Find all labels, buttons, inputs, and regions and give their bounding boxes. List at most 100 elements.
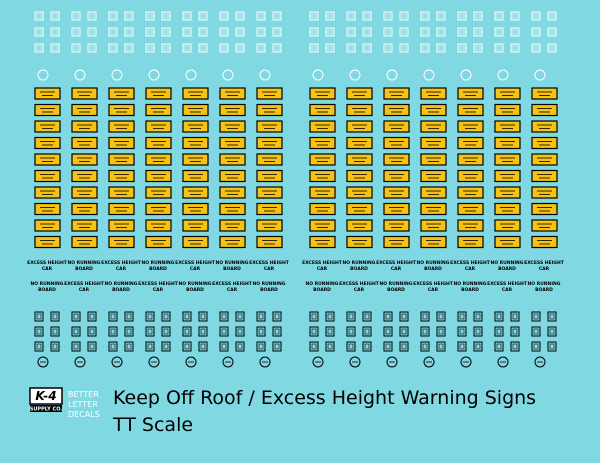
- yellow-sign-decal: [309, 120, 336, 133]
- white-square-inner: [549, 45, 555, 51]
- white-square-inner: [311, 13, 317, 19]
- black-square-inner: [184, 313, 190, 320]
- black-square-inner: [549, 343, 555, 350]
- white-square-decal: [436, 43, 446, 53]
- white-square-inner: [512, 29, 518, 35]
- white-square-inner: [348, 45, 354, 51]
- white-square-decal: [362, 43, 372, 53]
- black-square-inner: [364, 343, 370, 350]
- white-square-decal: [547, 27, 557, 37]
- white-square-inner: [36, 29, 42, 35]
- black-square-decal: [108, 311, 118, 322]
- black-circle-decal: [349, 356, 361, 368]
- logo-mark: K-4: [35, 389, 56, 403]
- yellow-sign-decal: [219, 169, 246, 183]
- white-square-decal: [108, 43, 118, 53]
- black-square-inner: [512, 313, 518, 320]
- text-decal: EXCESS HEIGHT: [450, 260, 491, 266]
- white-square-inner: [163, 13, 169, 19]
- white-square-decal: [198, 43, 208, 53]
- yellow-sign-decal: [219, 153, 246, 166]
- yellow-sign-decal: [346, 103, 373, 117]
- white-square-decal: [547, 11, 557, 21]
- text-decal: CAR: [42, 266, 53, 272]
- black-square-decal: [87, 341, 97, 352]
- white-square-inner: [184, 13, 190, 19]
- white-square-decal: [145, 11, 155, 21]
- white-square-decal: [87, 11, 97, 21]
- white-circle-decal: [259, 69, 271, 81]
- white-square-decal: [457, 43, 467, 53]
- white-square-inner: [385, 13, 391, 19]
- yellow-sign-decal: [494, 235, 521, 249]
- white-square-inner: [459, 45, 465, 51]
- black-square-inner: [512, 328, 518, 335]
- black-square-inner: [348, 343, 354, 350]
- white-square-decal: [494, 11, 504, 21]
- black-square-inner: [401, 328, 407, 335]
- black-square-decal: [161, 341, 171, 352]
- text-decal: NO RUNNING: [253, 281, 286, 287]
- white-square-decal: [494, 27, 504, 37]
- yellow-sign-decal: [145, 235, 172, 249]
- white-square-decal: [182, 27, 192, 37]
- white-square-inner: [274, 29, 280, 35]
- black-square-decal: [531, 326, 541, 337]
- black-square-decal: [309, 311, 319, 322]
- white-square-decal: [362, 27, 372, 37]
- white-square-inner: [459, 29, 465, 35]
- white-square-decal: [235, 27, 245, 37]
- text-decal: CAR: [116, 266, 127, 272]
- white-square-inner: [348, 29, 354, 35]
- black-square-decal: [235, 326, 245, 337]
- black-square-decal: [531, 311, 541, 322]
- white-square-inner: [126, 29, 132, 35]
- text-decal: CAR: [465, 266, 476, 272]
- white-square-inner: [496, 29, 502, 35]
- black-square-inner: [126, 313, 132, 320]
- black-square-decal: [325, 326, 335, 337]
- yellow-sign-decal: [108, 202, 135, 216]
- white-square-inner: [533, 45, 539, 51]
- yellow-sign-decal: [309, 103, 336, 117]
- yellow-sign-decal: [457, 169, 484, 183]
- black-square-decal: [50, 311, 60, 322]
- yellow-sign-decal: [108, 235, 135, 249]
- black-square-decal: [145, 311, 155, 322]
- text-decal: NO RUNNING: [491, 260, 524, 266]
- black-square-decal: [510, 341, 520, 352]
- black-square-inner: [496, 313, 502, 320]
- white-circle-decal: [312, 69, 324, 81]
- yellow-sign-decal: [494, 186, 521, 199]
- text-decal: NO RUNNING: [216, 260, 249, 266]
- yellow-sign-decal: [457, 120, 484, 133]
- yellow-sign-decal: [256, 136, 283, 150]
- black-square-inner: [36, 328, 42, 335]
- white-square-inner: [438, 29, 444, 35]
- white-square-decal: [219, 11, 229, 21]
- white-square-inner: [311, 29, 317, 35]
- black-square-decal: [420, 341, 430, 352]
- yellow-sign-decal: [256, 169, 283, 183]
- yellow-sign-decal: [383, 219, 410, 232]
- black-square-inner: [221, 343, 227, 350]
- white-square-inner: [422, 45, 428, 51]
- yellow-sign-decal: [145, 202, 172, 216]
- black-square-inner: [221, 313, 227, 320]
- white-square-decal: [399, 43, 409, 53]
- yellow-sign-decal: [256, 153, 283, 166]
- white-square-decal: [256, 43, 266, 53]
- black-square-inner: [311, 328, 317, 335]
- white-square-inner: [237, 29, 243, 35]
- black-circle-decal: [148, 356, 160, 368]
- white-square-inner: [89, 45, 95, 51]
- yellow-sign-decal: [182, 219, 209, 232]
- white-square-inner: [533, 29, 539, 35]
- white-square-inner: [274, 45, 280, 51]
- black-square-decal: [256, 311, 266, 322]
- white-circle-decal: [37, 69, 49, 81]
- white-square-inner: [422, 29, 428, 35]
- yellow-sign-decal: [420, 103, 447, 117]
- white-square-decal: [34, 27, 44, 37]
- yellow-sign-decal: [531, 103, 558, 117]
